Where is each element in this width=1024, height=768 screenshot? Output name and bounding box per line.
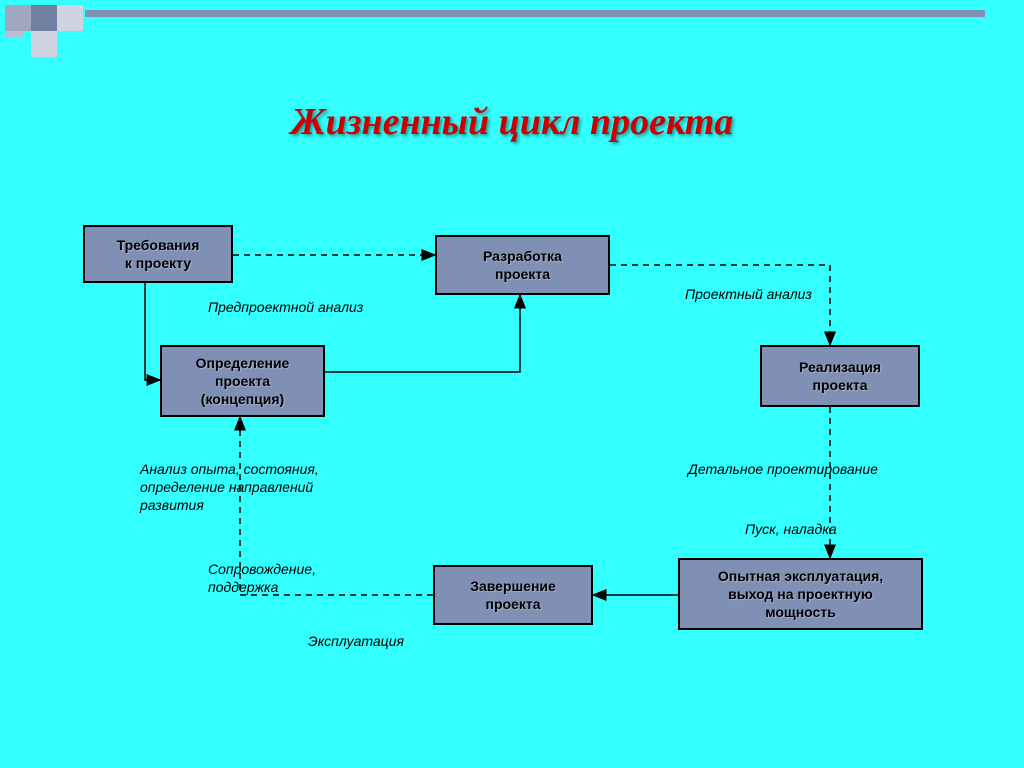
edge-label-experience-analysis: Анализ опыта, состояния, определение нап… xyxy=(140,460,319,515)
header-decor xyxy=(0,0,1024,60)
node-finish: Завершение проекта xyxy=(433,565,593,625)
decor-sq xyxy=(5,31,23,38)
edge-label-launch: Пуск, наладка xyxy=(745,520,837,538)
decor-sq xyxy=(57,5,83,31)
decor-sq xyxy=(5,5,31,31)
node-requirements: Требования к проекту xyxy=(83,225,233,283)
node-pilot: Опытная эксплуатация, выход на проектную… xyxy=(678,558,923,630)
edge-label-support: Сопровождение, поддержка xyxy=(208,560,316,596)
edge-label-detail-design: Детальное проектирование xyxy=(688,460,878,478)
decor-bar xyxy=(85,10,985,17)
node-definition: Определение проекта (концепция) xyxy=(160,345,325,417)
page-title: Жизненный цикл проекта xyxy=(0,100,1024,144)
node-implementation: Реализация проекта xyxy=(760,345,920,407)
node-development: Разработка проекта xyxy=(435,235,610,295)
decor-sq xyxy=(31,5,57,31)
edge-label-preproject: Предпроектной анализ xyxy=(208,298,363,316)
decor-sq xyxy=(31,31,57,57)
edge-label-project-analysis: Проектный анализ xyxy=(685,285,812,303)
edge-label-exploitation: Эксплуатация xyxy=(308,632,404,650)
